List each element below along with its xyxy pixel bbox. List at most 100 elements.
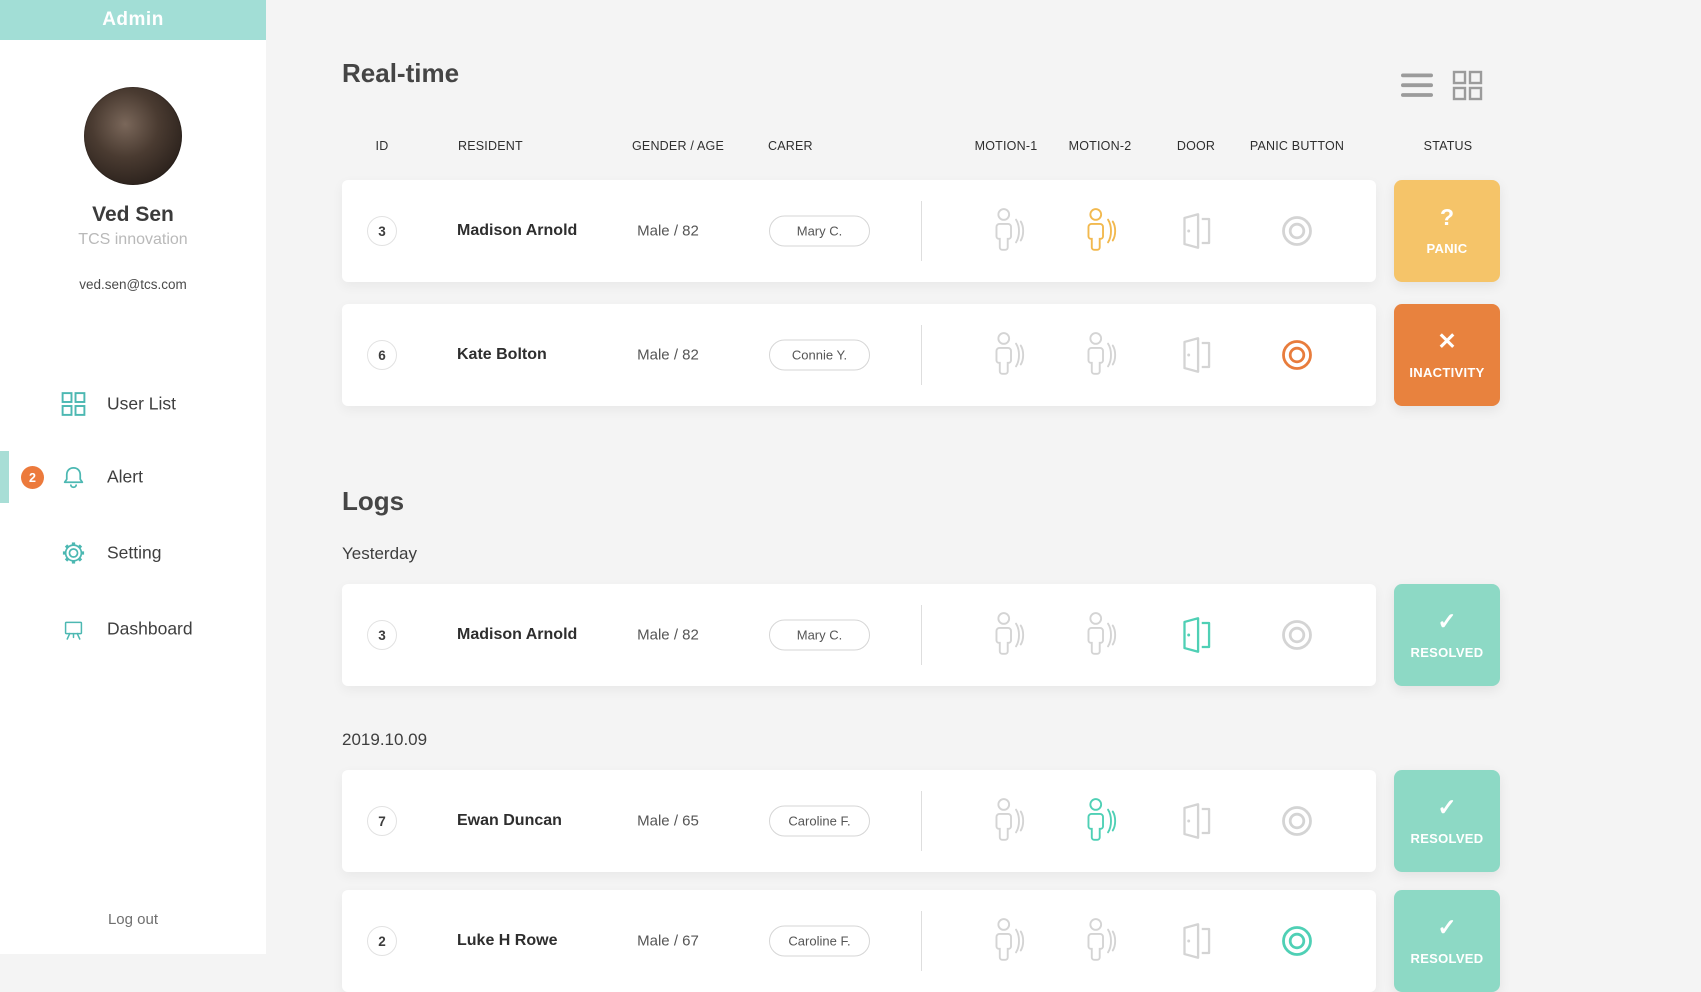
log-row: 3 Madison Arnold Male / 82 Mary C. ✓ RES… xyxy=(342,584,1500,686)
resident-gender-age: Male / 65 xyxy=(637,812,699,830)
list-view-icon[interactable] xyxy=(1401,72,1433,99)
status-icon: ✓ xyxy=(1437,914,1457,940)
door-icon xyxy=(1173,920,1219,962)
column-header-id: ID xyxy=(375,139,389,153)
sidebar-item-label: Dashboard xyxy=(107,618,193,639)
divider xyxy=(921,911,922,971)
status-label: RESOLVED xyxy=(1410,951,1484,966)
active-nav-indicator xyxy=(0,451,9,503)
log-group-date: Yesterday xyxy=(342,544,417,563)
door-icon xyxy=(1173,210,1219,252)
divider xyxy=(921,791,922,851)
avatar xyxy=(84,87,182,185)
panic-button-icon xyxy=(1277,335,1317,375)
realtime-title: Real-time xyxy=(342,58,460,88)
dashboard-icon xyxy=(61,617,86,642)
resident-id-badge: 2 xyxy=(367,926,397,956)
status-icon: ✓ xyxy=(1437,794,1457,820)
door-icon xyxy=(1173,614,1219,656)
grid-view-icon[interactable] xyxy=(1452,70,1483,101)
motion-1-icon xyxy=(991,797,1025,845)
carer-pill[interactable]: Caroline F. xyxy=(769,925,870,957)
panic-button-icon xyxy=(1277,801,1317,841)
resident-gender-age: Male / 82 xyxy=(637,626,699,644)
column-header-door: DOOR xyxy=(1176,139,1216,153)
status-badge[interactable]: ✕ INACTIVITY xyxy=(1394,304,1500,406)
resident-row[interactable]: 2 Luke H Rowe Male / 67 Caroline F. xyxy=(342,890,1376,992)
status-badge[interactable]: ✓ RESOLVED xyxy=(1394,584,1500,686)
resident-name: Madison Arnold xyxy=(457,626,578,643)
column-header-motion-1: MOTION-1 xyxy=(974,139,1038,153)
resident-id-badge: 7 xyxy=(367,806,397,836)
sidebar-item-setting[interactable]: Setting xyxy=(0,529,266,577)
status-label: RESOLVED xyxy=(1410,645,1484,660)
table-column-headers: ID RESIDENT GENDER / AGE CARER MOTION-1 … xyxy=(266,139,1701,155)
resident-name: Madison Arnold xyxy=(457,222,578,239)
sidebar-item-label: Alert xyxy=(107,466,143,487)
motion-1-icon xyxy=(991,331,1025,379)
resident-id-badge: 6 xyxy=(367,340,397,370)
resident-id-badge: 3 xyxy=(367,216,397,246)
logout-button[interactable]: Log out xyxy=(107,911,159,928)
log-group-date: 2019.10.09 xyxy=(342,730,428,749)
sidebar-item-label: User List xyxy=(107,393,177,414)
motion-1-icon xyxy=(991,917,1025,965)
realtime-row: 6 Kate Bolton Male / 82 Connie Y. ✕ INAC… xyxy=(342,304,1500,406)
carer-pill[interactable]: Mary C. xyxy=(769,619,870,651)
carer-pill[interactable]: Caroline F. xyxy=(769,805,870,837)
user-email: ved.sen@tcs.com xyxy=(79,277,187,292)
resident-gender-age: Male / 82 xyxy=(637,346,699,364)
resident-row[interactable]: 3 Madison Arnold Male / 82 Mary C. xyxy=(342,180,1376,282)
resident-id-badge: 3 xyxy=(367,620,397,650)
status-label: INACTIVITY xyxy=(1409,365,1485,380)
divider xyxy=(921,201,922,261)
log-row: 2 Luke H Rowe Male / 67 Caroline F. ✓ RE… xyxy=(342,890,1500,992)
panic-button-icon xyxy=(1277,211,1317,251)
resident-gender-age: Male / 67 xyxy=(637,932,699,950)
status-label: PANIC xyxy=(1426,241,1468,256)
resident-name: Luke H Rowe xyxy=(457,932,558,949)
door-icon xyxy=(1173,334,1219,376)
resident-row[interactable]: 3 Madison Arnold Male / 82 Mary C. xyxy=(342,584,1376,686)
carer-pill[interactable]: Connie Y. xyxy=(769,339,870,371)
resident-gender-age: Male / 82 xyxy=(637,222,699,240)
main-content: Real-time ID RESIDENT GENDER / AGE CARER… xyxy=(266,0,1701,992)
status-label: RESOLVED xyxy=(1410,831,1484,846)
motion-2-icon xyxy=(1083,207,1117,255)
logs-title: Logs xyxy=(342,486,405,516)
alert-count-badge: 2 xyxy=(21,466,44,489)
panic-button-icon xyxy=(1277,615,1317,655)
column-header-gender-age: GENDER / AGE xyxy=(631,139,725,153)
column-header-resident: RESIDENT xyxy=(458,139,523,153)
column-header-panic-button: PANIC BUTTON xyxy=(1249,139,1345,153)
sidebar-item-alert[interactable]: Alert xyxy=(0,453,266,501)
sidebar: Admin Ved Sen TCS innovation ved.sen@tcs… xyxy=(0,0,266,954)
log-row: 7 Ewan Duncan Male / 65 Caroline F. ✓ RE… xyxy=(342,770,1500,872)
door-icon xyxy=(1173,800,1219,842)
status-badge[interactable]: ? PANIC xyxy=(1394,180,1500,282)
motion-2-icon xyxy=(1083,797,1117,845)
column-header-carer: CARER xyxy=(768,139,813,153)
panic-button-icon xyxy=(1277,921,1317,961)
sidebar-item-label: Setting xyxy=(107,542,162,563)
motion-1-icon xyxy=(991,611,1025,659)
user-org: TCS innovation xyxy=(78,231,188,248)
status-badge[interactable]: ✓ RESOLVED xyxy=(1394,770,1500,872)
column-header-status: STATUS xyxy=(1423,139,1473,153)
resident-row[interactable]: 6 Kate Bolton Male / 82 Connie Y. xyxy=(342,304,1376,406)
carer-pill[interactable]: Mary C. xyxy=(769,215,870,247)
motion-2-icon xyxy=(1083,917,1117,965)
status-icon: ✕ xyxy=(1437,328,1457,354)
status-badge[interactable]: ✓ RESOLVED xyxy=(1394,890,1500,992)
sidebar-header: Admin xyxy=(0,0,266,40)
bell-icon xyxy=(61,465,86,490)
divider xyxy=(921,605,922,665)
resident-row[interactable]: 7 Ewan Duncan Male / 65 Caroline F. xyxy=(342,770,1376,872)
resident-name: Ewan Duncan xyxy=(457,812,562,829)
user-name: Ved Sen xyxy=(92,203,174,226)
status-icon: ✓ xyxy=(1437,608,1457,634)
motion-2-icon xyxy=(1083,331,1117,379)
resident-name: Kate Bolton xyxy=(457,346,547,363)
sidebar-item-user-list[interactable]: User List xyxy=(0,380,266,428)
sidebar-item-dashboard[interactable]: Dashboard xyxy=(0,605,266,653)
